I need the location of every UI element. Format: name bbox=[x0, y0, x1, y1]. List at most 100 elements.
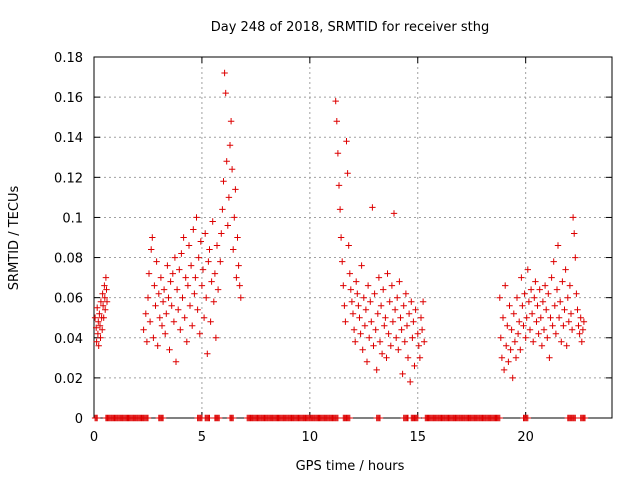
data-point bbox=[497, 334, 504, 341]
data-point bbox=[543, 306, 550, 313]
data-point bbox=[332, 97, 339, 105]
y-tick-label: 0.04 bbox=[54, 332, 83, 347]
data-point bbox=[561, 306, 568, 313]
data-point bbox=[524, 414, 531, 422]
data-point bbox=[93, 324, 100, 331]
data-point bbox=[578, 338, 585, 345]
data-point bbox=[162, 330, 169, 337]
data-point bbox=[196, 330, 203, 337]
data-point bbox=[581, 414, 589, 422]
data-point bbox=[401, 338, 408, 345]
data-point bbox=[335, 182, 343, 189]
data-point bbox=[171, 254, 179, 261]
y-tick-label: 0.14 bbox=[54, 131, 83, 146]
data-point bbox=[163, 310, 170, 317]
data-point bbox=[101, 294, 108, 301]
data-point bbox=[367, 298, 374, 305]
data-point bbox=[391, 306, 399, 313]
data-point bbox=[99, 326, 106, 333]
chart-title: Day 248 of 2018, SRMTID for receiver sth… bbox=[211, 20, 490, 35]
data-point bbox=[563, 342, 570, 349]
data-point bbox=[233, 274, 240, 281]
data-point bbox=[95, 342, 102, 349]
data-point bbox=[219, 206, 226, 213]
data-point bbox=[183, 338, 190, 345]
data-point bbox=[400, 302, 407, 309]
data-point bbox=[555, 314, 563, 321]
data-point bbox=[337, 234, 345, 241]
data-point bbox=[164, 262, 171, 269]
data-point bbox=[558, 338, 565, 345]
data-point bbox=[360, 294, 367, 301]
data-point bbox=[99, 290, 106, 297]
y-axis-label: SRMTID / TECUs bbox=[7, 186, 22, 291]
data-point bbox=[185, 242, 193, 249]
data-point bbox=[572, 414, 579, 422]
data-point bbox=[407, 378, 414, 386]
data-point bbox=[393, 334, 400, 341]
data-point bbox=[569, 214, 577, 221]
data-point bbox=[523, 314, 530, 321]
data-point bbox=[97, 298, 105, 305]
data-point bbox=[91, 314, 99, 321]
data-point bbox=[530, 338, 537, 345]
data-point bbox=[396, 278, 403, 285]
data-point bbox=[516, 318, 523, 325]
data-point bbox=[381, 322, 388, 329]
data-point bbox=[573, 290, 580, 297]
data-point bbox=[571, 230, 578, 237]
data-point bbox=[382, 314, 389, 321]
data-point bbox=[358, 262, 365, 269]
data-point bbox=[186, 302, 194, 309]
data-point bbox=[370, 342, 377, 349]
data-point bbox=[198, 282, 206, 289]
data-point bbox=[346, 270, 353, 277]
data-point bbox=[236, 282, 243, 289]
data-point bbox=[334, 414, 342, 422]
x-tick-label: 15 bbox=[409, 430, 426, 445]
data-point bbox=[508, 326, 515, 333]
data-point bbox=[388, 282, 396, 289]
data-point bbox=[510, 310, 517, 317]
data-point bbox=[178, 250, 185, 257]
data-point bbox=[140, 326, 147, 333]
data-point bbox=[513, 294, 521, 301]
data-point bbox=[352, 338, 359, 345]
data-point bbox=[234, 234, 241, 241]
data-point bbox=[362, 306, 370, 313]
x-tick-label: 10 bbox=[302, 430, 319, 445]
data-point bbox=[159, 298, 167, 305]
data-point bbox=[534, 302, 541, 309]
data-point bbox=[404, 354, 412, 361]
data-point bbox=[142, 310, 149, 317]
data-point bbox=[179, 294, 186, 301]
data-point bbox=[203, 294, 210, 301]
data-point bbox=[376, 338, 384, 345]
data-point bbox=[376, 414, 384, 422]
data-point bbox=[522, 334, 529, 341]
data-point bbox=[228, 166, 236, 173]
data-point bbox=[173, 286, 181, 293]
data-point bbox=[102, 306, 109, 313]
data-point bbox=[145, 270, 153, 277]
data-point bbox=[380, 286, 387, 293]
data-point bbox=[415, 342, 422, 349]
data-point bbox=[549, 322, 556, 329]
data-point bbox=[189, 322, 196, 329]
data-point bbox=[554, 242, 562, 249]
data-point bbox=[94, 414, 101, 422]
data-point bbox=[498, 354, 506, 361]
data-point bbox=[559, 278, 566, 285]
data-point bbox=[356, 314, 363, 321]
data-point bbox=[224, 222, 231, 229]
y-tick-label: 0.18 bbox=[54, 51, 83, 66]
y-tick-label: 0.08 bbox=[54, 252, 83, 267]
data-point bbox=[567, 310, 575, 317]
data-point bbox=[553, 286, 561, 293]
data-point bbox=[514, 330, 522, 337]
data-point bbox=[540, 326, 548, 333]
data-point bbox=[361, 322, 369, 329]
data-point bbox=[95, 318, 102, 325]
data-point bbox=[509, 374, 516, 382]
